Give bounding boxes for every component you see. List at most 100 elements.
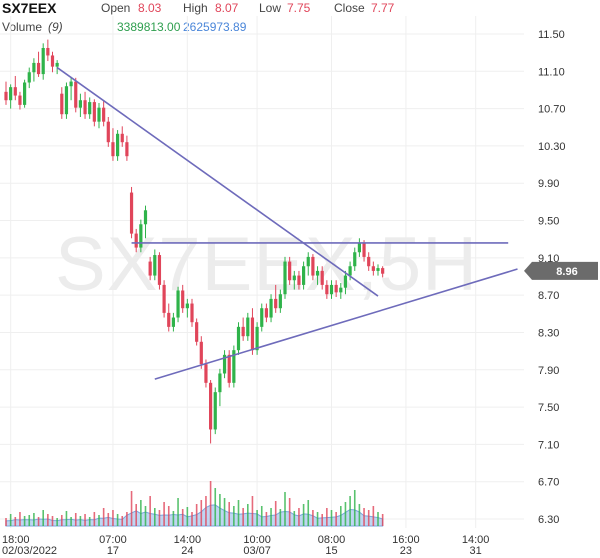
candle: [153, 249, 157, 281]
y-tick-label: 8.30: [538, 327, 559, 339]
volume-value-average: 2625973.89: [183, 20, 247, 34]
candle: [111, 128, 115, 161]
volume-bar: [312, 510, 314, 526]
candle: [32, 58, 36, 82]
candle-body: [283, 261, 287, 295]
candle-body: [13, 87, 17, 96]
candle-body: [92, 102, 96, 122]
candle: [306, 252, 310, 276]
volume-bar: [121, 516, 124, 526]
volume-bar: [377, 512, 379, 526]
volume-bar: [363, 508, 365, 526]
volume-bar: [335, 512, 337, 526]
candle: [376, 264, 380, 276]
candle: [320, 266, 324, 290]
volume-bar: [209, 481, 212, 526]
volume-bar: [344, 502, 347, 526]
volume-bar: [158, 510, 161, 526]
volume-bar: [321, 514, 323, 526]
volume-bar: [349, 496, 351, 526]
candle: [148, 256, 152, 281]
candlestick-series: [4, 39, 385, 444]
volume-bar: [88, 517, 91, 526]
candle: [250, 308, 255, 355]
candle-body: [176, 290, 180, 318]
candle-body: [297, 275, 301, 285]
candle-body: [74, 81, 78, 108]
candle-body: [376, 268, 380, 271]
candle-body: [46, 47, 50, 56]
last-price-value: 8.96: [556, 266, 577, 278]
x-tick-time: 07:00: [99, 534, 127, 546]
volume-bar: [61, 515, 63, 526]
x-tick-date: 02/03/2022: [2, 545, 57, 557]
candle-body: [83, 100, 87, 115]
candle-body: [250, 317, 255, 351]
candle-body: [236, 326, 241, 351]
candle-body: [60, 93, 64, 115]
volume-bar: [233, 506, 235, 526]
trend-lines: [56, 66, 518, 380]
x-tick-time: 14:00: [174, 534, 202, 546]
candle: [64, 82, 69, 119]
candle: [41, 43, 45, 80]
candle: [371, 261, 375, 276]
volume-bar: [5, 518, 7, 526]
volume-bar: [381, 514, 384, 526]
volume-value-primary: 3389813.00: [117, 20, 181, 34]
candle-body: [78, 100, 82, 108]
candle: [302, 261, 306, 290]
open-value: 8.03: [138, 1, 162, 15]
candle-body: [88, 102, 92, 115]
volume-bar: [51, 516, 54, 526]
candle-body: [306, 256, 310, 267]
candle: [236, 322, 241, 355]
candle-body: [195, 322, 199, 342]
volume-bar: [130, 491, 133, 526]
candle-body: [381, 268, 385, 274]
volume-bar: [214, 488, 217, 526]
candle: [102, 100, 106, 127]
candle-body: [148, 261, 152, 276]
candle-body: [111, 142, 115, 157]
candle-body: [125, 142, 129, 157]
candle-body: [362, 242, 366, 257]
candle-body: [339, 287, 343, 293]
candle: [185, 298, 189, 318]
volume-bar: [167, 506, 170, 526]
trend-line: [56, 66, 379, 297]
volume-bar: [14, 517, 17, 526]
candle-body: [315, 270, 320, 276]
candle-body: [348, 266, 352, 276]
x-tick-time: 10:00: [243, 534, 271, 546]
volume-bar: [228, 502, 230, 526]
volume-bar: [265, 512, 268, 526]
candle: [288, 256, 292, 285]
candle: [139, 219, 143, 253]
candle-body: [32, 62, 36, 73]
candle: [36, 51, 41, 77]
candle-body: [343, 275, 348, 288]
volume-bar: [307, 500, 310, 526]
x-tick-time: 16:00: [392, 534, 420, 546]
candle: [181, 284, 185, 313]
candle: [134, 228, 138, 253]
x-tick-date: 15: [325, 545, 337, 557]
candle-body: [204, 364, 208, 383]
volume-bar: [288, 498, 291, 526]
candle-body: [302, 266, 306, 285]
volume-bar: [181, 509, 184, 526]
candle-body: [255, 326, 259, 351]
candle: [278, 289, 282, 313]
candle-body: [139, 224, 143, 248]
candle-body: [167, 312, 171, 327]
candle-body: [106, 121, 110, 143]
candle: [325, 280, 329, 299]
candle: [23, 79, 27, 108]
candle: [78, 93, 82, 118]
volume-bar: [70, 517, 72, 526]
volume-bar: [200, 500, 203, 526]
volume-bar: [242, 508, 244, 526]
candle-body: [41, 47, 45, 75]
